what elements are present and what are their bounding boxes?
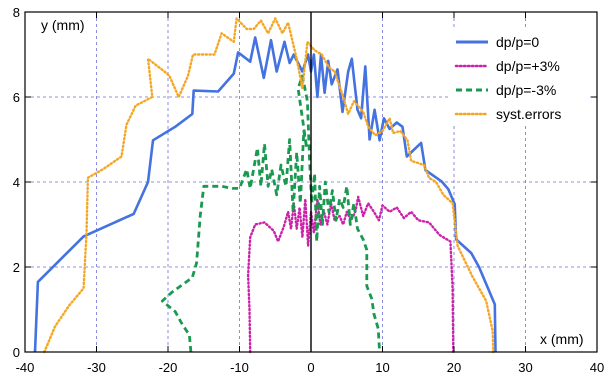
- x-tick-label: -10: [230, 360, 249, 375]
- x-tick-label: 10: [375, 360, 389, 375]
- tick-labels: -40 -30 -20 -10 0 10 20 30 40 0 2 4 6 8: [13, 5, 604, 375]
- legend-label-dp-p-0: dp/p=0: [496, 34, 539, 50]
- series-line-1: [246, 195, 455, 354]
- series-layer: [33, 17, 497, 354]
- y-axis-label: y (mm): [41, 17, 85, 33]
- y-tick-label: 2: [13, 260, 20, 275]
- x-tick-label: 0: [307, 360, 314, 375]
- y-tick-label: 0: [13, 345, 20, 360]
- y-tick-label: 6: [13, 90, 20, 105]
- y-tick-label: 8: [13, 5, 20, 20]
- y-tick-label: 4: [13, 175, 20, 190]
- legend-label-dp-p-plus3: dp/p=+3%: [496, 58, 560, 74]
- x-tick-label: -30: [87, 360, 106, 375]
- ticks: [24, 11, 598, 353]
- series-line-2: [160, 74, 381, 353]
- x-tick-label: -20: [159, 360, 178, 375]
- legend-label-syst-errors: syst.errors: [496, 106, 561, 122]
- x-axis-label: x (mm): [540, 331, 584, 347]
- x-tick-label: 40: [590, 360, 604, 375]
- x-tick-label: 30: [518, 360, 532, 375]
- legend-label-dp-p-minus3: dp/p=-3%: [496, 82, 556, 98]
- legend-background: [450, 28, 590, 126]
- series-line-0: [33, 36, 497, 353]
- legend: dp/p=0 dp/p=+3% dp/p=-3% syst.errors: [450, 28, 590, 126]
- x-tick-label: -40: [16, 360, 35, 375]
- x-tick-label: 20: [447, 360, 461, 375]
- series-line-3: [43, 17, 495, 354]
